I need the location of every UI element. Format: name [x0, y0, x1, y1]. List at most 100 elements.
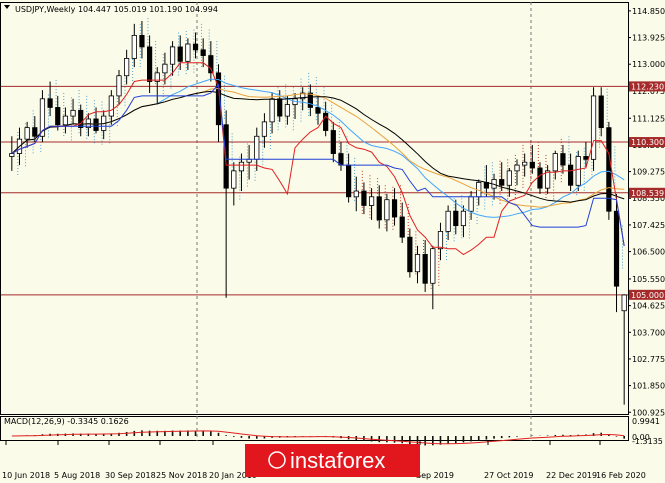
axis-bg: [629, 0, 665, 483]
candle: [177, 35, 183, 70]
time-tick-label: 16 Feb 2020: [596, 471, 646, 480]
grid-lines: [0, 2, 629, 441]
candle: [583, 142, 589, 168]
time-tick-label: 25 Nov 2018: [156, 471, 207, 480]
candle: [108, 90, 114, 125]
candle: [139, 20, 145, 59]
candle: [560, 144, 566, 174]
candle: [169, 41, 176, 76]
candle: [208, 41, 214, 82]
candle: [537, 162, 543, 194]
tenkan-line: [11, 62, 625, 256]
candle: [529, 144, 535, 174]
time-tick-label: 30 Sep 2018: [105, 471, 156, 480]
candle: [453, 199, 459, 235]
price-tick-label: 113.925: [632, 34, 665, 43]
candle: [261, 113, 268, 148]
candle: [215, 64, 222, 143]
macd-label: MACD(12,26,9) -0.3345 0.1626: [4, 417, 129, 426]
candle: [391, 188, 398, 226]
candle: [131, 23, 137, 68]
price-tick-label: 108.350: [632, 194, 665, 203]
candle: [567, 153, 574, 192]
time-tick-label: 20 Jan 2019: [209, 471, 257, 480]
price-tick-label: 111.125: [632, 114, 665, 123]
candle: [430, 245, 436, 310]
instaforex-watermark: instaforex: [245, 444, 420, 477]
time-axis: 10 Jun 2018 5 Aug 2018 30 Sep 2018 25 Nov 2…: [2, 441, 646, 480]
candle: [300, 87, 306, 111]
price-tick-label: 106.500: [632, 248, 665, 257]
macd-tick-label: 0.00: [632, 433, 650, 442]
macd-tick-label: 0.9941: [632, 417, 660, 426]
indicator-lines: [11, 62, 625, 256]
candle: [32, 116, 38, 143]
dropdown-triangle-icon[interactable]: [4, 5, 10, 9]
candle: [185, 38, 191, 70]
candle: [598, 87, 604, 137]
candle: [460, 205, 467, 238]
candle: [192, 32, 199, 59]
candle: [39, 90, 46, 143]
ma-line-black: [11, 90, 625, 203]
time-tick-label: 5 Aug 2018: [54, 471, 100, 480]
price-tick-label: 109.275: [632, 168, 665, 177]
level-price-text: 105.000: [631, 291, 664, 300]
watermark-logo-icon: [268, 451, 286, 469]
level-price-text: 112.230: [631, 82, 664, 91]
candle: [353, 176, 359, 212]
price-tick-label: 103.700: [632, 328, 665, 337]
candle: [552, 150, 558, 180]
candle: [437, 222, 444, 261]
candle: [116, 69, 122, 105]
macd-pane-frame: [0, 416, 629, 441]
main-pane-frame: [0, 2, 629, 415]
time-tick-label: 27 Oct 2019: [484, 471, 533, 480]
price-tick-label: 102.775: [632, 355, 665, 364]
candle: [315, 95, 321, 125]
candle: [147, 35, 153, 94]
candle: [422, 240, 428, 292]
candle: [575, 150, 581, 192]
price-tick-label: 113.000: [632, 60, 665, 69]
price-tick-label: 101.850: [632, 382, 665, 391]
time-tick-label: 10 Jun 2018: [2, 471, 50, 480]
candle: [162, 52, 168, 85]
candle: [545, 165, 551, 194]
candle: [514, 159, 520, 186]
candle: [384, 193, 390, 232]
candle: [323, 101, 329, 137]
candle: [399, 202, 405, 243]
candle: [621, 294, 627, 405]
candle: [522, 153, 528, 177]
time-tick-label: Sep 2019: [416, 471, 454, 480]
level-price-tag: [629, 81, 665, 92]
candle: [62, 107, 69, 134]
level-price-tag: [629, 187, 665, 198]
macd-signal-line: [11, 430, 625, 445]
price-tick-label: 107.425: [632, 221, 665, 230]
candle: [368, 188, 375, 220]
time-tick-label: 22 Dec 2019: [546, 471, 597, 480]
price-tick-label: 104.625: [632, 302, 665, 311]
kijun-line: [11, 83, 625, 247]
level-price-text: 108.539: [631, 189, 664, 198]
candle: [499, 162, 505, 192]
candle: [506, 167, 512, 197]
candle: [445, 205, 451, 241]
candle: [330, 121, 336, 163]
symbol-header: USDJPY,Weekly 104.447 105.019 101.190 10…: [15, 5, 218, 14]
macd-panel: 0.9941 0.00-1.3135: [11, 417, 663, 446]
candle: [24, 121, 30, 148]
level-price-text: 110.300: [631, 138, 664, 147]
candle: [78, 104, 84, 137]
price-axis: 114.850113.925113.000112.075111.125110.2…: [628, 0, 665, 483]
watermark-text: instaforex: [290, 448, 385, 473]
candle: [238, 153, 245, 192]
price-tick-label: 105.550: [632, 275, 665, 284]
candle: [613, 193, 620, 313]
candle: [154, 67, 160, 105]
price-tick-label: 100.925: [632, 408, 665, 417]
candle: [284, 95, 290, 125]
